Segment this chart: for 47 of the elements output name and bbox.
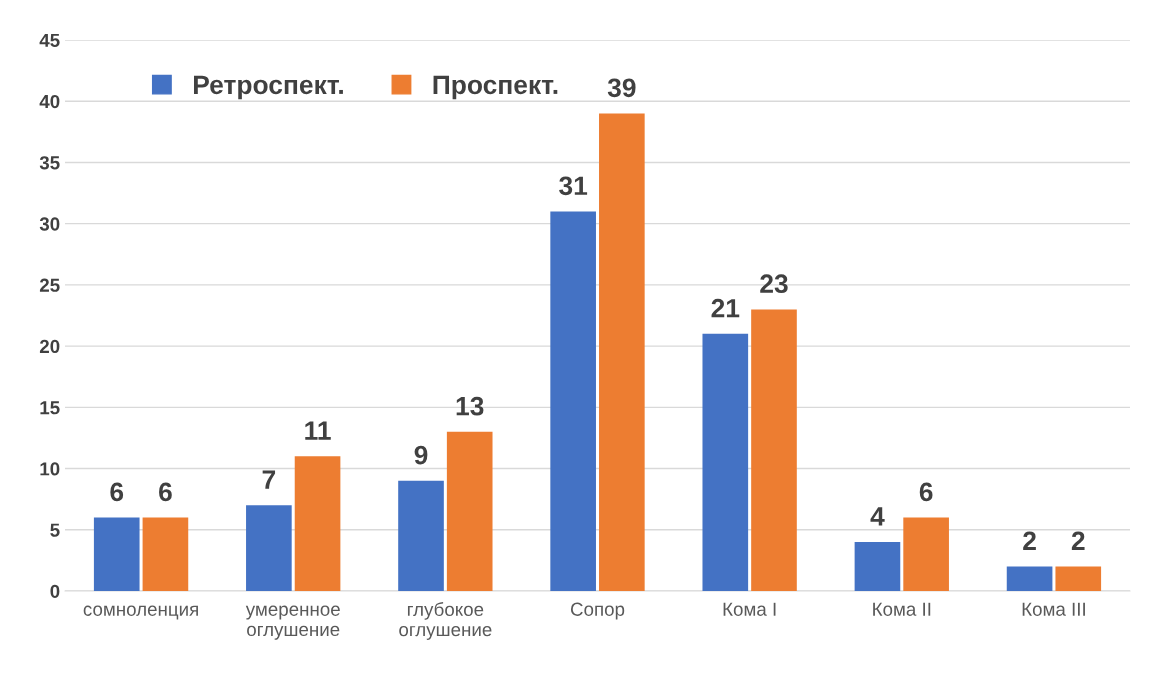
data-label: 21	[711, 298, 740, 318]
data-label: 11	[305, 421, 331, 440]
bar	[1006, 566, 1053, 591]
data-label: 23	[760, 274, 788, 294]
bar	[854, 542, 901, 591]
data-label: 13	[456, 396, 484, 416]
x-tick-label: глубокое оглушение	[399, 602, 492, 640]
x-tick-label: умеренное оглушение	[245, 605, 340, 640]
bar	[702, 333, 749, 591]
y-tick-label: 0	[50, 584, 60, 598]
y-tick-label: 5	[50, 523, 60, 537]
y-tick-label: 35	[39, 156, 60, 170]
data-label: 7	[262, 470, 276, 489]
bar	[599, 113, 645, 591]
y-tick-label: 25	[39, 278, 60, 292]
bar	[446, 431, 493, 591]
bar	[294, 456, 341, 591]
y-tick-label: 30	[39, 217, 60, 231]
x-tick-label: Кома I	[723, 602, 776, 616]
x-tick-label: Кома II	[873, 602, 931, 616]
bar	[398, 480, 444, 591]
legend-label: Ретроспект.	[194, 75, 343, 100]
data-label: 2	[1071, 531, 1085, 550]
data-label: 39	[607, 78, 636, 98]
data-label: 6	[110, 482, 124, 502]
bar	[93, 517, 140, 591]
data-label: 2	[1023, 531, 1036, 550]
bar	[142, 517, 189, 591]
data-label: 6	[919, 482, 933, 502]
bar	[246, 505, 292, 591]
x-tick-label: Сопор	[570, 602, 625, 620]
x-tick-label: Кома III	[1022, 602, 1085, 616]
y-tick-label: 10	[40, 462, 60, 476]
y-tick-label: 45	[39, 33, 60, 47]
bar	[751, 309, 797, 591]
data-label: 31	[559, 176, 588, 196]
legend-label: Проспект.	[433, 75, 558, 100]
y-tick-label: 20	[39, 339, 60, 354]
x-tick-label: сомноленция	[83, 605, 198, 620]
bar	[550, 211, 596, 591]
bar	[903, 517, 949, 591]
data-label: 9	[414, 445, 428, 465]
bar	[1055, 566, 1102, 591]
data-label: 6	[159, 482, 172, 502]
y-tick-label: 40	[39, 94, 60, 109]
data-label: 4	[870, 507, 885, 526]
y-tick-label: 15	[40, 401, 60, 415]
